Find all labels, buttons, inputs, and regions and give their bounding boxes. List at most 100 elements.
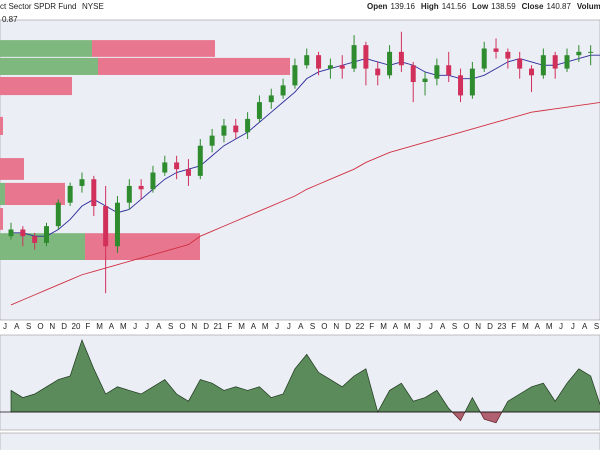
quote: Open 139.16 High 141.56 Low 138.59 Close 140.87… [367, 2, 600, 11]
x-tick-label: O [463, 322, 469, 331]
x-tick-label: J [3, 322, 7, 331]
candle-body [387, 51, 393, 76]
x-tick-label: M [546, 322, 553, 331]
candle-body [20, 229, 26, 237]
candle-body [43, 226, 49, 243]
volume-down [0, 208, 3, 230]
candle-body [67, 185, 73, 203]
x-tick-label: F [85, 322, 90, 331]
indicator-area [10, 338, 600, 412]
candle-body [505, 51, 511, 59]
x-tick-label: M [522, 322, 529, 331]
x-tick-label: M [96, 322, 103, 331]
moving-average [11, 54, 600, 237]
candle-body [103, 206, 109, 247]
candle-body [126, 185, 132, 203]
candle-body [576, 51, 582, 56]
quote-value: 139.16 [390, 2, 415, 11]
candle-body [8, 229, 14, 237]
x-tick-label: S [310, 322, 315, 331]
x-tick-label: S [452, 322, 457, 331]
x-tick-label: J [559, 322, 563, 331]
x-tick-label: S [594, 322, 599, 331]
volume-down [0, 76, 72, 96]
candle-body [351, 45, 357, 69]
x-tick-label: S [168, 322, 173, 331]
x-tick-label: A [251, 322, 257, 331]
quote-label: Volume [577, 2, 600, 11]
volume-down [5, 182, 65, 206]
candle-body [540, 55, 546, 76]
x-tick-label: A [109, 322, 115, 331]
x-tick-label: S [26, 322, 31, 331]
volume-down [92, 40, 215, 57]
x-tick-label: A [393, 322, 399, 331]
volume-up [0, 233, 85, 260]
x-tick-label: D [487, 322, 493, 331]
candle-body [327, 65, 333, 69]
x-tick-label: J [145, 322, 149, 331]
x-tick-label: 21 [213, 322, 222, 331]
candle-body [316, 55, 322, 69]
x-tick-label: 20 [72, 322, 81, 331]
x-tick-label: O [37, 322, 43, 331]
candle-body [32, 236, 38, 243]
x-tick-label: D [345, 322, 351, 331]
quote-label: Close [522, 2, 544, 11]
candle-body [339, 65, 345, 69]
exchange: NYSE [82, 2, 104, 11]
volume-up [0, 40, 92, 57]
quote-label: Low [472, 2, 489, 11]
x-tick-label: M [262, 322, 269, 331]
candle-body [256, 102, 262, 119]
x-tick-label: F [227, 322, 232, 331]
candle-body [398, 51, 404, 66]
x-tick-label: J [133, 322, 137, 331]
candle-body [162, 162, 168, 173]
header: ct Sector SPDR Fund NYSE 0.87 [0, 2, 104, 24]
x-tick-label: M [238, 322, 245, 331]
x-tick-label: M [380, 322, 387, 331]
candle-body [79, 179, 85, 186]
x-tick-label: A [298, 322, 304, 331]
x-tick-label: A [440, 322, 446, 331]
x-tick-label: O [321, 322, 327, 331]
x-tick-label: A [14, 322, 20, 331]
candle-body [197, 145, 203, 176]
x-tick-label: A [582, 322, 588, 331]
chart-title: ct Sector SPDR Fund [0, 2, 76, 11]
candle-body [481, 48, 487, 69]
candle-body [114, 202, 120, 247]
candle-body [138, 185, 144, 190]
candle-body [422, 78, 428, 83]
x-tick-label: J [429, 322, 433, 331]
last-price-label: 0.87 [2, 15, 18, 24]
candle-body [564, 55, 570, 69]
volume-up [0, 57, 98, 75]
candle-body [209, 135, 215, 146]
x-tick-label: D [203, 322, 209, 331]
candle-body [517, 58, 523, 69]
candle-body [55, 202, 61, 227]
candle-body [410, 65, 416, 83]
quote-value: 138.59 [491, 2, 516, 11]
candle-body [446, 65, 452, 76]
x-tick-label: J [275, 322, 279, 331]
x-tick-label: J [287, 322, 291, 331]
candle-body [268, 95, 274, 103]
x-tick-label: N [475, 322, 481, 331]
x-tick-label: N [333, 322, 339, 331]
candle-body [529, 68, 535, 76]
x-tick-label: A [535, 322, 541, 331]
candle-body [91, 179, 97, 207]
candle-body [375, 68, 381, 76]
candle-body [280, 85, 286, 96]
candle-body [174, 162, 180, 170]
candle-body [221, 125, 227, 136]
x-tick-label: J [417, 322, 421, 331]
candle-body [363, 45, 369, 69]
candle-body [292, 65, 298, 86]
candle-body [588, 51, 594, 53]
candle-body [185, 169, 191, 176]
candle-body [552, 55, 558, 69]
